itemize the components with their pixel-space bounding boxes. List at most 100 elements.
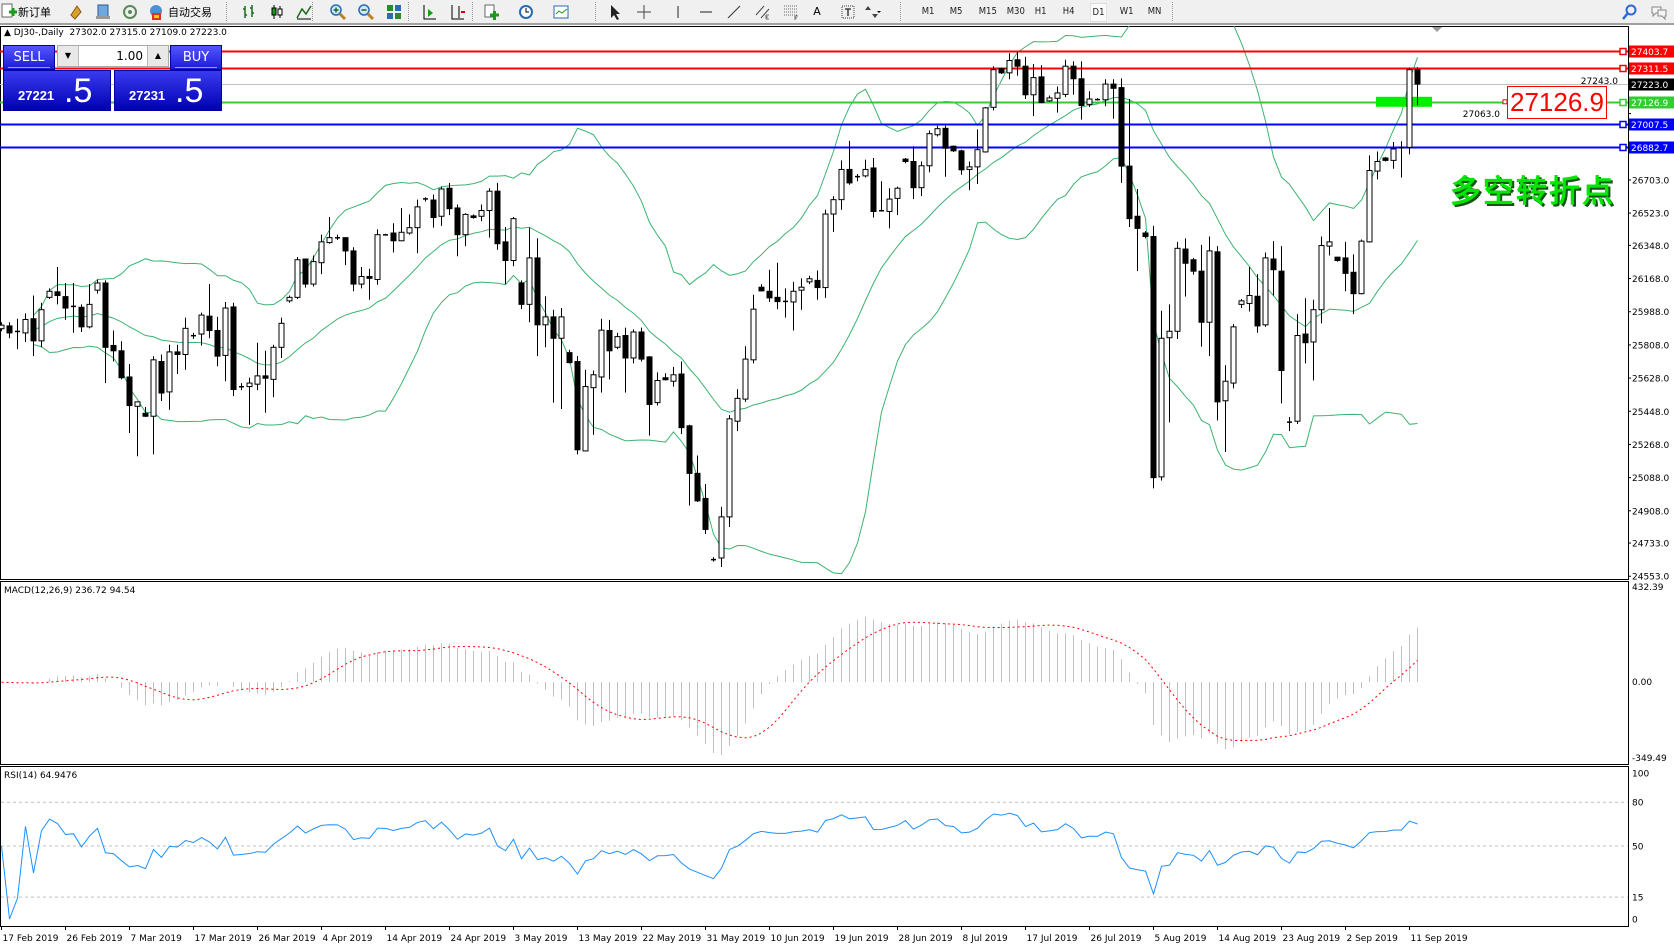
candle[interactable] — [686, 424, 693, 506]
candle[interactable] — [1054, 86, 1061, 113]
candle[interactable] — [678, 361, 685, 435]
candle[interactable] — [702, 484, 709, 535]
timeframe-mn[interactable]: MN — [1147, 6, 1162, 17]
rsi-pane[interactable] — [0, 766, 1629, 927]
candle[interactable] — [550, 309, 557, 403]
candle[interactable] — [1214, 246, 1221, 421]
timeframe-h1[interactable]: H1 — [1034, 6, 1047, 17]
candle[interactable] — [870, 158, 877, 218]
candle[interactable] — [942, 125, 949, 177]
candle[interactable] — [1142, 231, 1149, 239]
timeframe-d1[interactable]: D1 — [1090, 3, 1108, 22]
candle[interactable] — [62, 282, 69, 320]
templates-button[interactable] — [550, 2, 572, 21]
candle[interactable] — [1310, 299, 1317, 381]
candle[interactable] — [966, 161, 973, 191]
candle[interactable] — [814, 270, 821, 300]
candle[interactable] — [486, 188, 493, 238]
candle[interactable] — [206, 284, 213, 339]
candle[interactable] — [902, 158, 909, 164]
candle[interactable] — [1350, 254, 1357, 315]
candle[interactable] — [198, 312, 205, 346]
candle[interactable] — [518, 280, 525, 310]
price-annotation-box[interactable]: 27126.9 — [1507, 86, 1607, 119]
candle[interactable] — [950, 145, 957, 152]
candle[interactable] — [454, 204, 461, 257]
candle[interactable] — [1262, 252, 1269, 327]
candle[interactable] — [142, 407, 149, 417]
candle[interactable] — [78, 304, 85, 333]
level-handle-icon[interactable] — [1619, 143, 1627, 152]
candle[interactable] — [542, 296, 549, 348]
candle[interactable] — [598, 318, 605, 393]
candle[interactable] — [830, 196, 837, 232]
candle[interactable] — [94, 279, 101, 294]
collapse-triangle-icon[interactable]: ▲ — [4, 28, 11, 38]
candle[interactable] — [239, 383, 244, 391]
candle[interactable] — [1030, 63, 1037, 117]
candle[interactable] — [1150, 225, 1157, 489]
auto-scroll-button[interactable] — [418, 2, 440, 21]
candle[interactable] — [1190, 257, 1197, 275]
candle[interactable] — [54, 266, 61, 305]
line-chart-button[interactable] — [293, 2, 315, 21]
timeframe-m15[interactable]: M15 — [978, 6, 997, 17]
new-order-label[interactable]: 新订单 — [18, 5, 51, 19]
candle[interactable] — [286, 295, 293, 303]
candle[interactable] — [1222, 365, 1229, 453]
candle[interactable] — [191, 332, 196, 340]
candle[interactable] — [470, 214, 477, 219]
price-pane[interactable] — [0, 26, 1629, 580]
candle[interactable] — [326, 216, 333, 244]
candle[interactable] — [734, 389, 741, 432]
candle[interactable] — [1326, 207, 1333, 256]
metaeditor-button[interactable] — [66, 2, 86, 21]
text-label-button[interactable] — [837, 2, 859, 21]
candle[interactable] — [230, 302, 237, 397]
fibonacci-button[interactable] — [780, 2, 802, 21]
macd-pane[interactable] — [0, 581, 1629, 765]
candle[interactable] — [982, 106, 989, 153]
tile-windows-button[interactable] — [383, 2, 405, 21]
candle[interactable] — [1118, 78, 1125, 183]
candle[interactable] — [1014, 51, 1021, 76]
candle[interactable] — [342, 237, 349, 266]
candle[interactable] — [918, 161, 925, 197]
chart-area[interactable]: 27403.7 27311.5 27223.0 27126.9 27007.5 26882… — [0, 25, 1674, 947]
candle[interactable] — [614, 332, 621, 350]
candle[interactable] — [846, 140, 853, 185]
candle[interactable] — [670, 366, 677, 387]
candle[interactable] — [1206, 236, 1213, 357]
candle[interactable] — [1366, 155, 1373, 243]
candle[interactable] — [446, 182, 453, 216]
candle[interactable] — [1086, 91, 1093, 107]
candle[interactable] — [374, 229, 381, 285]
candle[interactable] — [646, 356, 653, 436]
candle[interactable] — [534, 238, 541, 357]
candle[interactable] — [1102, 79, 1109, 107]
candle[interactable] — [278, 317, 285, 358]
candle[interactable] — [398, 207, 405, 242]
candle[interactable] — [126, 364, 133, 434]
signals-button[interactable] — [120, 2, 140, 21]
candle[interactable] — [654, 372, 661, 406]
candle[interactable] — [726, 415, 733, 528]
candle[interactable] — [1022, 56, 1029, 100]
chart-shift-button[interactable] — [446, 2, 468, 21]
candle[interactable] — [22, 313, 29, 342]
candle[interactable] — [1414, 67, 1421, 106]
candle[interactable] — [1198, 244, 1205, 347]
buy-button[interactable]: BUY — [170, 45, 222, 70]
candle[interactable] — [1174, 241, 1181, 340]
candle[interactable] — [350, 247, 357, 292]
text-tool-button[interactable]: A — [808, 2, 826, 21]
candle[interactable] — [718, 506, 725, 568]
periods-button[interactable] — [515, 2, 537, 21]
candle[interactable] — [1110, 79, 1117, 119]
candle[interactable] — [974, 129, 981, 184]
candle[interactable] — [1287, 416, 1292, 432]
candle[interactable] — [302, 258, 309, 288]
new-order-button[interactable] — [0, 2, 18, 21]
candle[interactable] — [318, 234, 325, 275]
candle[interactable] — [214, 316, 221, 367]
